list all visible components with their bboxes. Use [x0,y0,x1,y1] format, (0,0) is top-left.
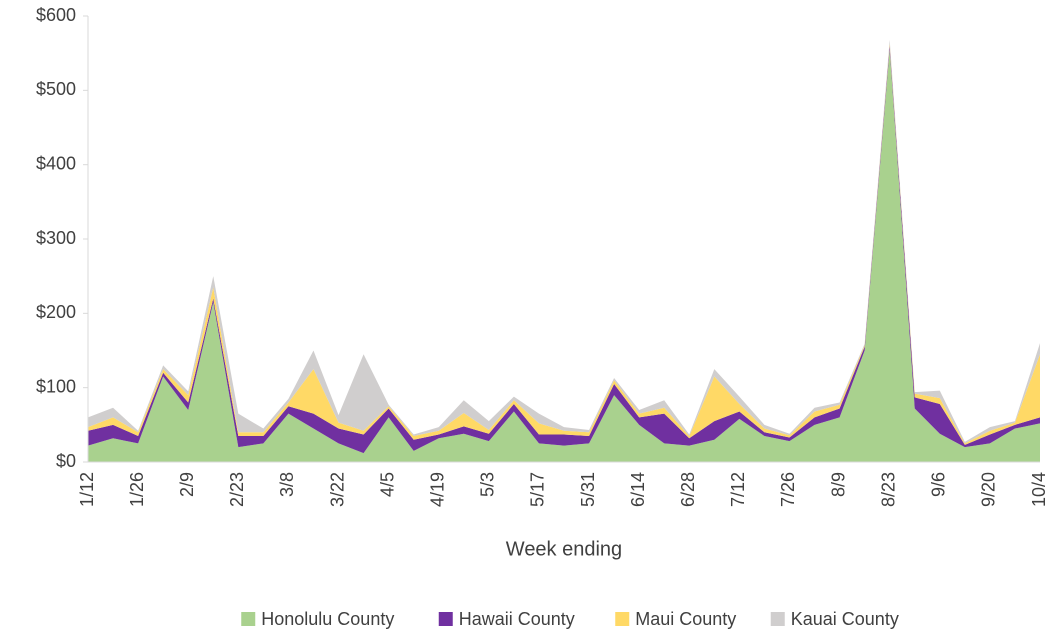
x-tick-label: 6/14 [628,472,648,507]
x-tick-label: 7/12 [728,472,748,507]
x-tick-label: 1/26 [127,472,147,507]
legend-swatch [615,612,630,626]
y-tick-label: $100 [36,376,76,396]
x-tick-label: 10/4 [1029,472,1049,507]
x-tick-label: 7/26 [778,472,798,507]
x-tick-label: 2/23 [227,472,247,507]
x-tick-label: 4/19 [427,472,447,507]
x-tick-label: 6/28 [678,472,698,507]
x-tick-label: 1/12 [77,472,97,507]
legend-swatch [241,612,256,626]
x-tick-label: 3/8 [277,472,297,497]
legend-label: Hawaii County [459,609,575,629]
x-tick-label: 8/23 [878,472,898,507]
x-tick-label: 8/9 [828,472,848,497]
x-tick-label: 3/22 [327,472,347,507]
area [88,45,1040,454]
legend-label: Kauai County [791,609,899,629]
area [88,49,1040,462]
x-tick-label: 9/6 [929,472,949,497]
legend-label: Honolulu County [261,609,394,629]
y-tick-label: $300 [36,228,76,248]
y-tick-label: $0 [56,451,76,471]
x-tick-label: 5/17 [528,472,548,507]
x-axis-label: Week ending [506,538,622,560]
legend-swatch [438,612,453,626]
x-tick-label: 5/3 [478,472,498,497]
legend: Honolulu County Hawaii County Maui County K… [241,609,899,629]
x-tick-label: 9/20 [979,472,999,507]
y-tick-label: $200 [36,302,76,322]
legend-swatch [770,612,785,626]
x-tick-label: 5/31 [578,472,598,507]
area [88,39,1040,444]
x-tick-label: 2/9 [177,472,197,497]
y-tick-label: $500 [36,79,76,99]
y-tick-label: $600 [36,5,76,25]
y-tick-label: $400 [36,153,76,173]
x-tick-label: 4/5 [377,472,397,497]
legend-label: Maui County [635,609,736,629]
